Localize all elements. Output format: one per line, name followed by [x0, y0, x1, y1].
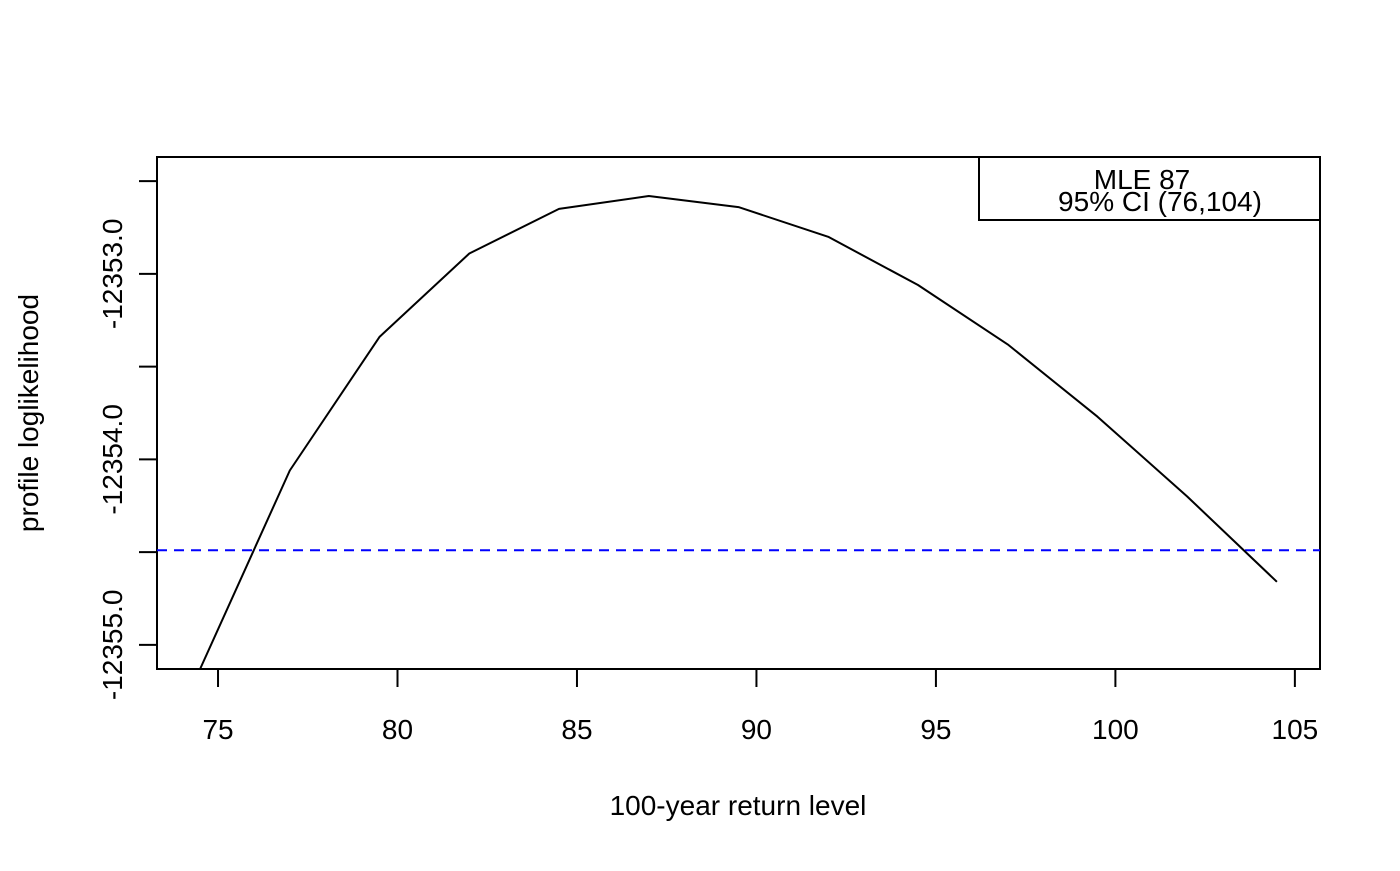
x-tick-label: 100 [1092, 714, 1139, 745]
y-axis: -12355.0 -12354.0 -12353.0 [97, 180, 158, 701]
x-axis-title: 100-year return level [610, 790, 867, 821]
x-axis: 75 80 85 90 95 100 105 [202, 668, 1319, 745]
x-tick-label: 85 [561, 714, 592, 745]
y-tick-label: -12355.0 [97, 590, 128, 701]
y-axis-title: profile loglikelihood [13, 294, 44, 532]
legend-box [978, 156, 1321, 221]
legend: MLE 87 95% CI (76,104) [978, 156, 1321, 221]
x-tick-label: 75 [202, 714, 233, 745]
x-tick-label: 80 [382, 714, 413, 745]
x-tick-label: 95 [920, 714, 951, 745]
series-group [199, 195, 1278, 670]
series-line [199, 195, 1278, 670]
legend-entry-1: MLE 87 [1094, 164, 1191, 195]
y-tick-label: -12354.0 [97, 404, 128, 515]
x-tick-label: 90 [741, 714, 772, 745]
legend-entry-2: 95% CI (76,104) [1058, 186, 1262, 217]
x-tick-label: 105 [1272, 714, 1319, 745]
y-tick-label: -12353.0 [97, 219, 128, 330]
plot-frame [156, 156, 1321, 670]
